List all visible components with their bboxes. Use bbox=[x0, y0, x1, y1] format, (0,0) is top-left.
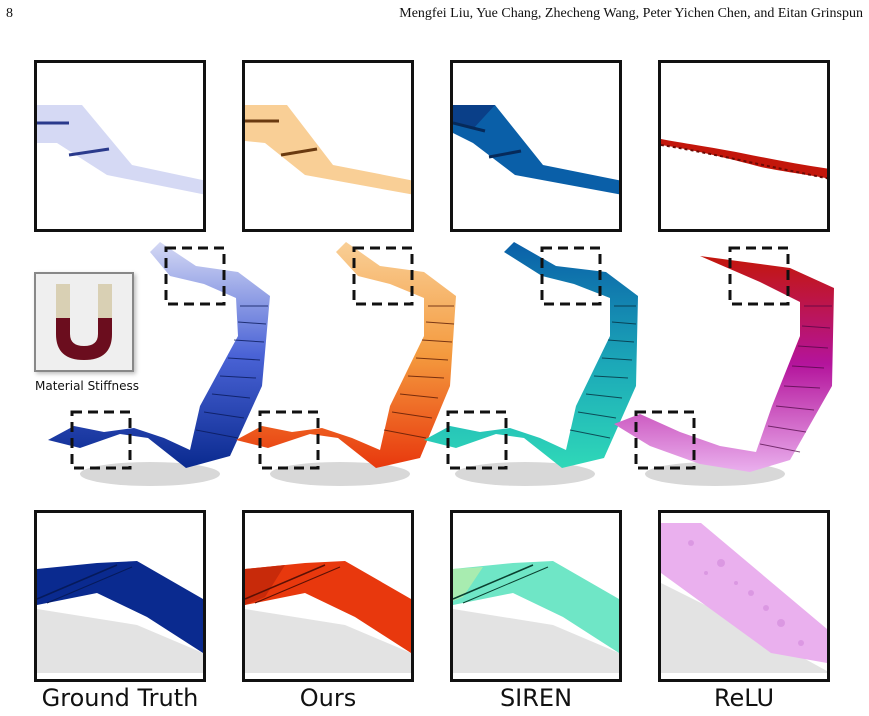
zoom-bottom-relu bbox=[658, 510, 830, 682]
middle-row-full-shapes bbox=[0, 236, 869, 496]
page-number: 8 bbox=[6, 6, 13, 21]
material-stiffness-legend bbox=[34, 272, 134, 372]
column-label-ours: Ours bbox=[299, 684, 357, 712]
column-label-ground-truth: Ground Truth bbox=[41, 684, 199, 712]
zoom-top-relu bbox=[658, 60, 830, 232]
zoom-bottom-siren bbox=[450, 510, 622, 682]
zoom-top-ours bbox=[242, 60, 414, 232]
legend-label: Material Stiffness bbox=[35, 379, 139, 393]
column-label-relu: ReLU bbox=[713, 684, 775, 712]
zoom-bottom-ground-truth bbox=[34, 510, 206, 682]
running-header-authors: Mengfei Liu, Yue Chang, Zhecheng Wang, P… bbox=[399, 6, 863, 21]
column-label-siren: SIREN bbox=[499, 684, 573, 712]
zoom-top-siren bbox=[450, 60, 622, 232]
zoom-top-ground-truth bbox=[34, 60, 206, 232]
zoom-bottom-ours bbox=[242, 510, 414, 682]
